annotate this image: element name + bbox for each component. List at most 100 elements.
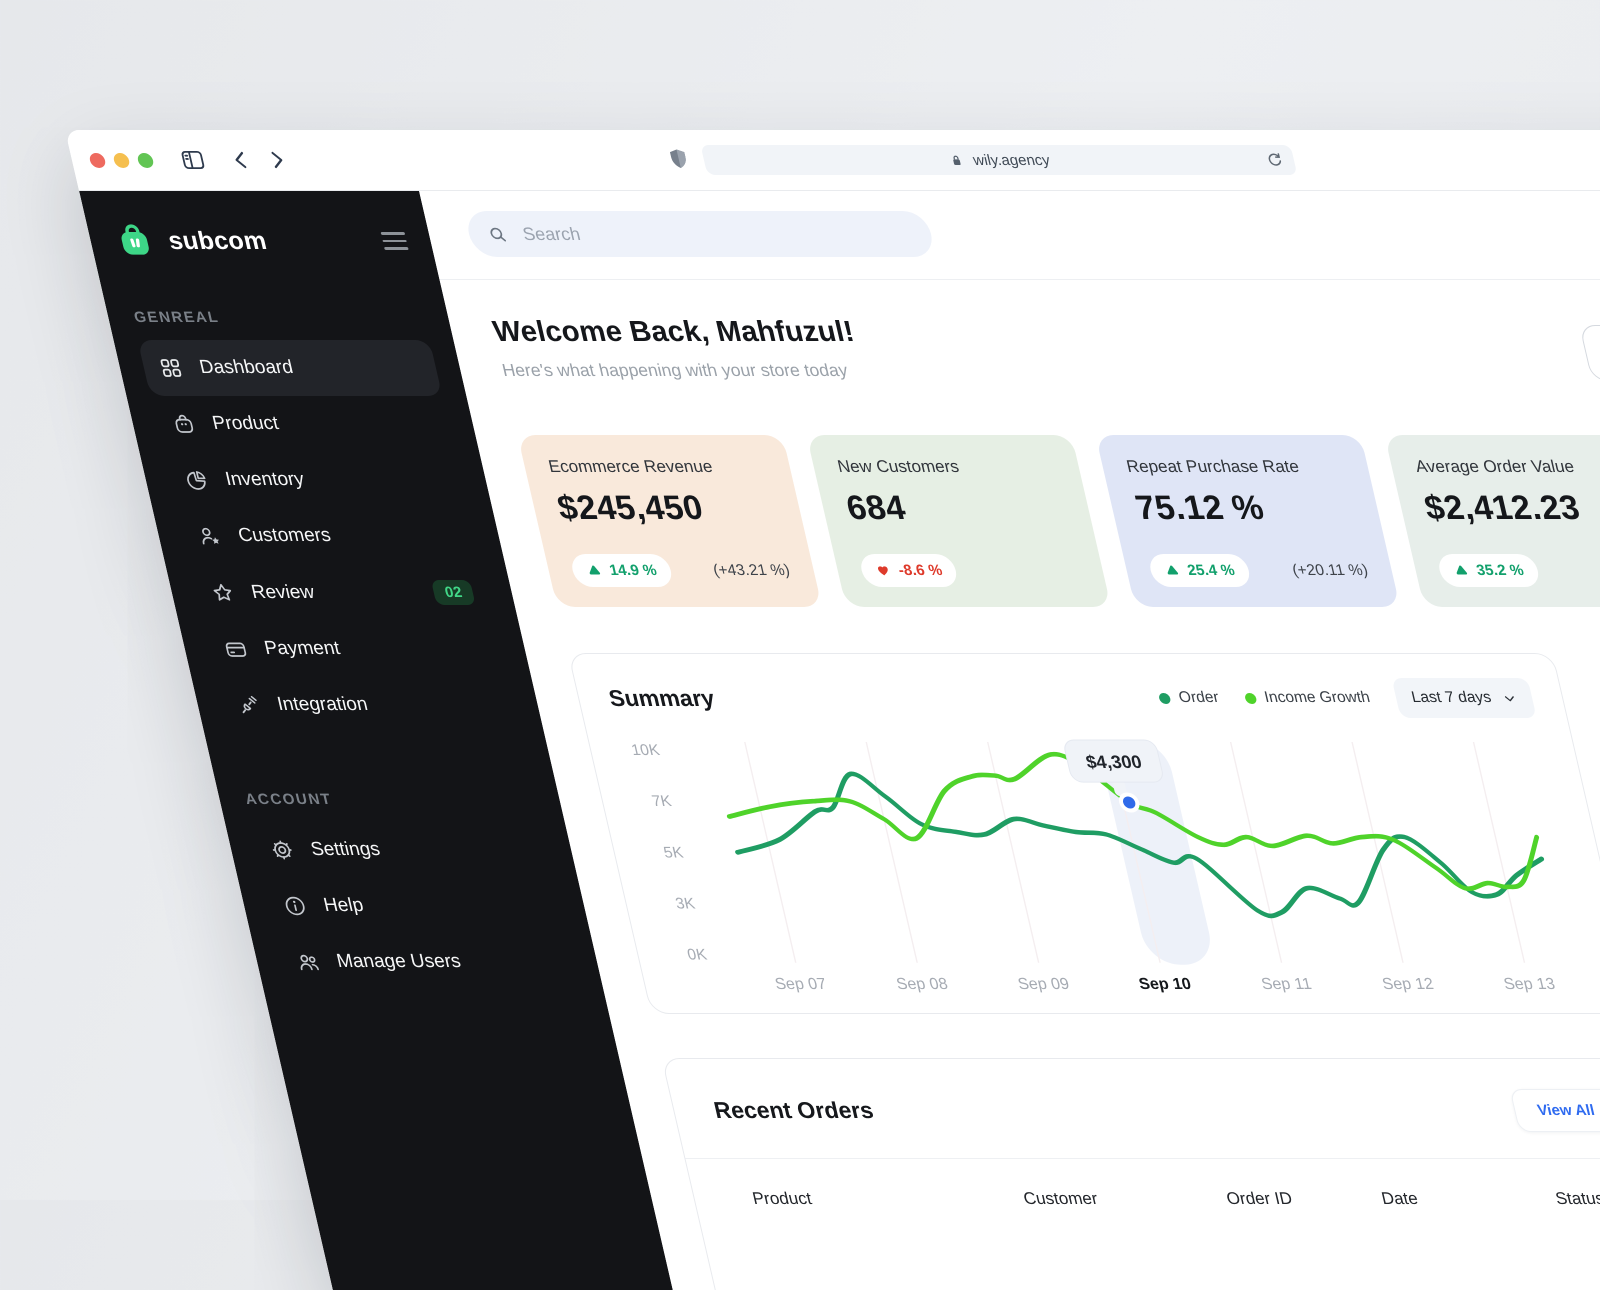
page-title: Welcome Back, Mahfuzul! (490, 316, 1600, 349)
refresh-icon[interactable] (1263, 150, 1288, 170)
column-customer: Customer (1021, 1189, 1229, 1209)
sidebar-item-label: Product (210, 413, 281, 435)
trend-value: 25.4 % (1186, 562, 1237, 579)
review-star-icon (208, 581, 238, 605)
back-icon[interactable] (225, 147, 257, 173)
trend-value: 14.9 % (608, 562, 659, 579)
sidebar-item-label: Customers (236, 525, 333, 547)
sidebar-item-dashboard[interactable]: Dashboard (137, 340, 442, 396)
column-product: Product (750, 1189, 1026, 1209)
page-subtitle: Here's what happening with your store to… (500, 360, 1600, 381)
date-range-dropdown[interactable]: Last 7 days (1391, 678, 1537, 718)
column-date: Date (1379, 1189, 1558, 1209)
sidebar-item-label: Manage Users (335, 951, 464, 973)
close-window-icon[interactable] (88, 153, 106, 168)
forward-icon[interactable] (261, 147, 293, 173)
settings-gear-icon (267, 838, 297, 862)
section-label-account: ACCOUNT (244, 791, 538, 808)
stat-value: $245,450 (554, 489, 780, 528)
inventory-pie-icon (182, 468, 212, 492)
shield-icon[interactable] (663, 146, 695, 172)
sidebar-toggle-icon[interactable] (177, 147, 209, 173)
section-label-general: GENREAL (132, 309, 426, 326)
sidebar-item-label: Payment (262, 638, 342, 660)
recent-orders-panel: Recent Orders View All Product Customer … (661, 1058, 1600, 1290)
trend-value: 35.2 % (1475, 562, 1526, 579)
stat-secondary: (+20.11 %) (1291, 562, 1370, 580)
sidebar-item-product[interactable]: Product (150, 396, 455, 452)
search-input[interactable] (518, 223, 887, 246)
svg-text:0K: 0K (686, 947, 709, 964)
app-body: subcom GENREAL Dashboard Product Invento… (79, 191, 1600, 1290)
stat-title: Ecommerce Revenue (546, 457, 768, 477)
chart-legend: Order Income Growth (1157, 689, 1372, 707)
column-status: Status (1553, 1189, 1600, 1209)
trend-pill: 14.9 % (569, 554, 674, 587)
url-text: wily.agency (971, 152, 1051, 169)
stat-card-average-order-value: Average Order Value $2,412.23 35.2 % (1384, 435, 1600, 607)
trend-up-icon (1163, 563, 1181, 578)
search-bar[interactable] (464, 211, 937, 257)
sidebar-item-customers[interactable]: Customers (176, 508, 481, 564)
trend-up-icon (1452, 563, 1470, 578)
svg-text:7K: 7K (650, 793, 673, 810)
sidebar-item-label: Settings (309, 839, 383, 861)
customers-icon (195, 524, 225, 548)
product-bag-icon (169, 412, 199, 436)
svg-text:Sep 10: Sep 10 (1137, 975, 1193, 993)
stat-card-new-customers: New Customers 684 -8.6 % (806, 435, 1111, 607)
legend-income-growth: Income Growth (1243, 689, 1372, 707)
stat-card-repeat-purchase-rate: Repeat Purchase Rate 75.12 % 25.4 % (+20… (1095, 435, 1400, 607)
column-order-id: Order ID (1224, 1189, 1384, 1209)
sidebar-item-label: Integration (275, 694, 370, 716)
minimize-window-icon[interactable] (112, 153, 130, 168)
zoom-window-icon[interactable] (136, 153, 154, 168)
stat-value: $2,412.23 (1421, 489, 1600, 528)
sidebar-item-settings[interactable]: Settings (249, 822, 554, 878)
stat-secondary: (+43.21 %) (711, 562, 791, 580)
sidebar-item-inventory[interactable]: Inventory (163, 452, 468, 508)
stat-value: 75.12 % (1132, 489, 1358, 528)
recent-orders-title: Recent Orders (711, 1097, 876, 1124)
trend-pill: 25.4 % (1147, 554, 1252, 587)
brand-name: subcom (165, 227, 269, 256)
topbar (419, 191, 1600, 280)
svg-text:$4,300: $4,300 (1084, 751, 1144, 772)
stat-title: Repeat Purchase Rate (1124, 457, 1346, 477)
trend-up-icon (585, 563, 603, 578)
stat-value: 684 (843, 489, 1069, 528)
dashboard-icon (156, 356, 186, 380)
svg-text:Sep 12: Sep 12 (1380, 975, 1435, 993)
url-bar[interactable]: wily.agency (700, 145, 1297, 175)
legend-order: Order (1157, 689, 1221, 707)
trend-down-icon (874, 563, 892, 578)
browser-window: wily.agency subcom GENREAL Dashboard (65, 130, 1600, 1290)
sidebar-item-manage-users[interactable]: Manage Users (275, 934, 580, 990)
sidebar-item-payment[interactable]: Payment (202, 621, 507, 677)
svg-text:Sep 13: Sep 13 (1502, 975, 1557, 993)
trend-value: -8.6 % (897, 562, 944, 579)
legend-dot-order (1158, 693, 1172, 704)
sidebar-item-label: Review (249, 582, 316, 604)
stat-title: New Customers (835, 457, 1057, 477)
help-info-icon (280, 894, 310, 918)
svg-text:Sep 09: Sep 09 (1016, 975, 1071, 993)
summary-panel: Summary Order Income Growth Last 7 days (568, 653, 1600, 1014)
sidebar-item-review[interactable]: Review 02 (189, 564, 494, 621)
sidebar-item-help[interactable]: Help (262, 878, 567, 934)
legend-dot-income-growth (1243, 693, 1257, 704)
stat-cards-row: Ecommerce Revenue $245,450 14.9 % (+43.2… (517, 435, 1600, 607)
browser-chrome: wily.agency (65, 130, 1600, 191)
svg-text:Sep 07: Sep 07 (773, 975, 828, 993)
hamburger-menu-icon[interactable] (381, 232, 409, 250)
sidebar-item-label: Inventory (223, 469, 306, 491)
svg-text:10K: 10K (630, 742, 662, 759)
svg-text:3K: 3K (674, 896, 697, 913)
date-range-value: Last 7 days (1410, 689, 1493, 707)
sidebar-item-integration[interactable]: Integration (215, 677, 520, 733)
sidebar-item-label: Dashboard (197, 357, 295, 379)
welcome-block: Welcome Back, Mahfuzul! Here's what happ… (490, 316, 1600, 381)
view-all-button[interactable]: View All (1510, 1089, 1600, 1132)
summary-title: Summary (606, 685, 717, 712)
